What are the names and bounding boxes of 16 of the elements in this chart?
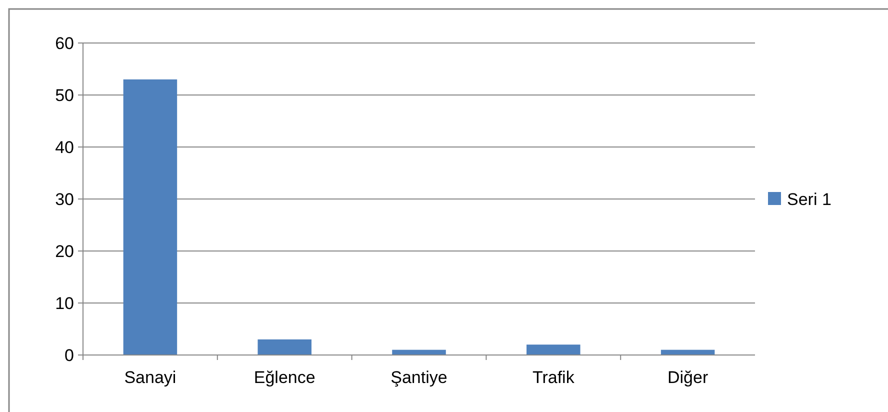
x-tick-label: Diğer — [667, 368, 708, 387]
x-tick-label: Şantiye — [390, 368, 448, 387]
y-tick-label: 60 — [55, 34, 74, 53]
y-tick-label: 50 — [55, 86, 74, 105]
y-tick-label: 30 — [55, 190, 74, 209]
x-tick-label: Eğlence — [254, 368, 316, 387]
x-tick-label: Sanayi — [124, 368, 176, 387]
y-tick-label: 40 — [55, 138, 74, 157]
bar — [123, 79, 178, 355]
y-tick-label: 10 — [55, 294, 74, 313]
y-tick-label: 0 — [64, 346, 74, 365]
bar — [258, 339, 312, 355]
legend-label: Seri 1 — [787, 190, 832, 209]
bar — [526, 344, 580, 355]
x-tick-label: Trafik — [532, 368, 575, 387]
y-tick-label: 20 — [55, 242, 74, 261]
